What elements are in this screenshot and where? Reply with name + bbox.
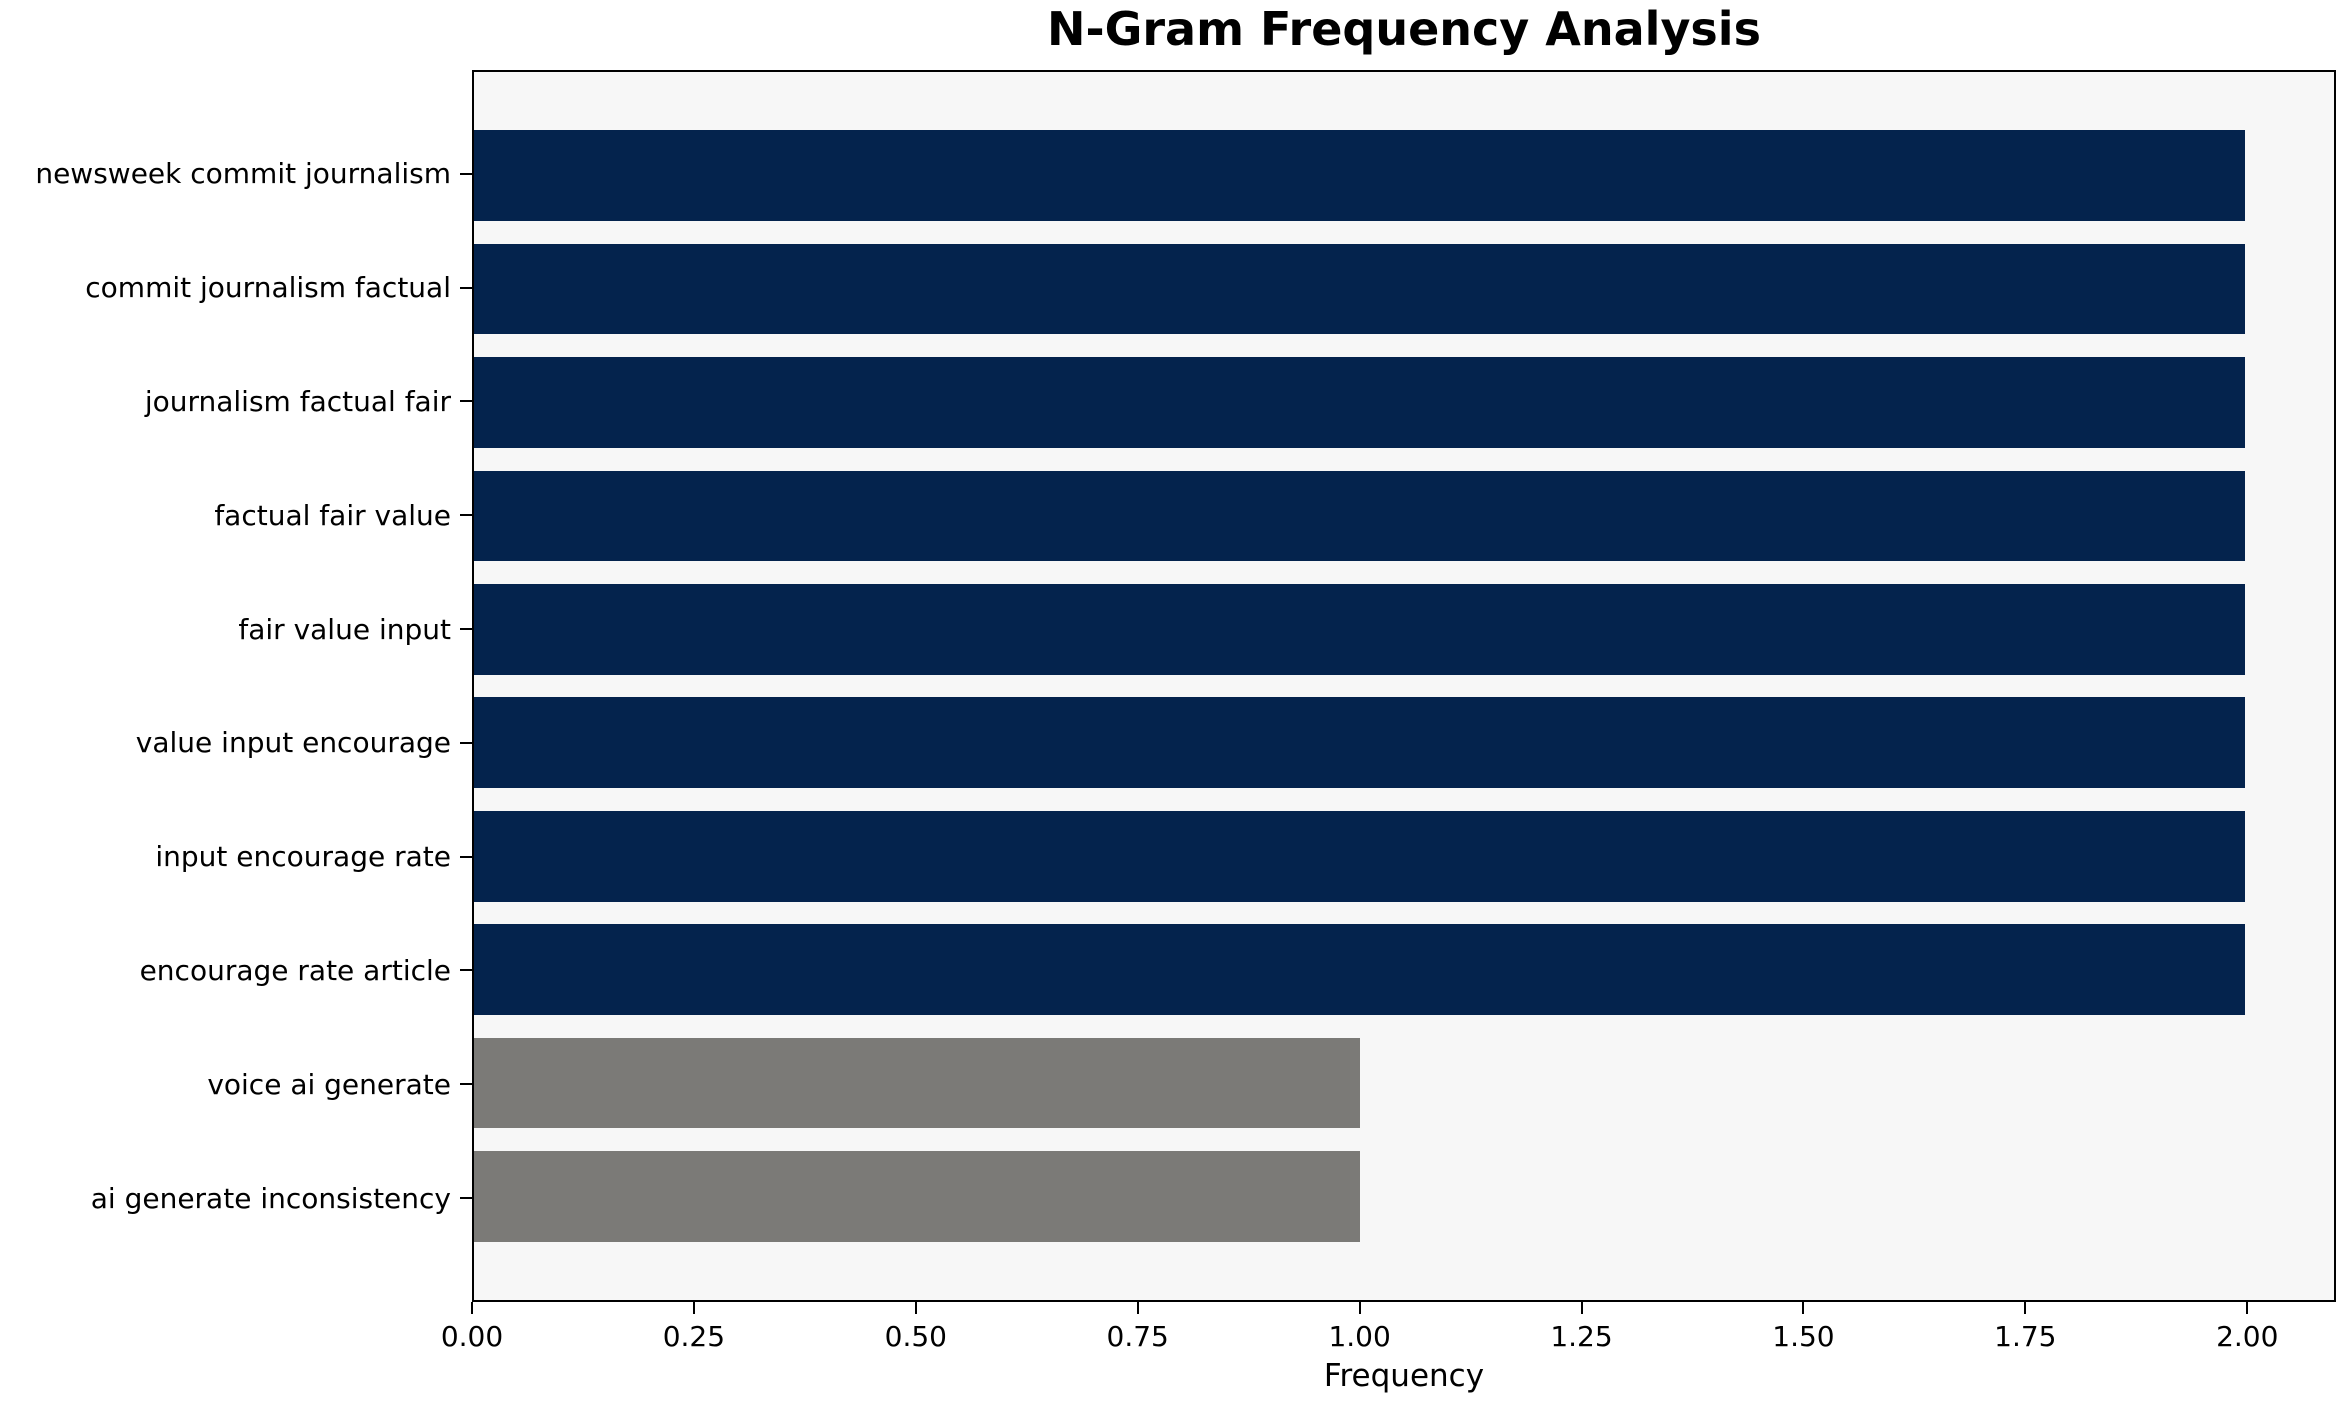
bar-1 bbox=[474, 243, 2246, 335]
bar-7 bbox=[474, 924, 2246, 1015]
bar-row bbox=[474, 913, 2334, 1026]
plot-area bbox=[472, 70, 2336, 1302]
bar-row bbox=[474, 799, 2334, 912]
bar-row bbox=[474, 232, 2334, 345]
y-label-row: newsweek commit journalism bbox=[0, 117, 472, 231]
y-label-row: journalism factual fair bbox=[0, 345, 472, 459]
x-tick-label: 1.75 bbox=[1994, 1320, 2057, 1353]
bar-3 bbox=[474, 470, 2246, 562]
x-tick-label: 1.00 bbox=[1328, 1320, 1391, 1353]
x-axis-title: Frequency bbox=[1323, 1358, 1485, 1394]
x-tick-mark: 0.25 bbox=[663, 1302, 725, 1353]
chart-title: N-Gram Frequency Analysis bbox=[1047, 2, 1761, 56]
bar-row bbox=[474, 346, 2334, 459]
x-tick-label: 1.25 bbox=[1550, 1320, 1613, 1353]
bar-0 bbox=[474, 130, 2246, 222]
y-tick-mark bbox=[460, 172, 472, 175]
y-tick-mark bbox=[460, 286, 472, 289]
y-label-row: ai generate inconsistency bbox=[0, 1141, 472, 1255]
y-label-row: value input encourage bbox=[0, 686, 472, 800]
x-tick-mark: 1.50 bbox=[1772, 1302, 1835, 1353]
bar-row bbox=[474, 573, 2334, 686]
y-tick-mark bbox=[460, 400, 472, 403]
y-tick-mark bbox=[460, 969, 472, 972]
x-tick-label: 0.75 bbox=[1106, 1320, 1169, 1353]
y-label-row: commit journalism factual bbox=[0, 231, 472, 345]
y-tick-mark bbox=[460, 514, 472, 517]
x-tick-label: 0.00 bbox=[440, 1320, 504, 1353]
y-tick-label: newsweek commit journalism bbox=[35, 157, 451, 191]
x-tick-label: 1.50 bbox=[1772, 1320, 1835, 1353]
bar-row bbox=[474, 119, 2334, 232]
y-label-row: encourage rate article bbox=[0, 914, 472, 1028]
y-tick-mark bbox=[460, 855, 472, 858]
x-tick-mark: 1.25 bbox=[1550, 1302, 1613, 1353]
y-axis-labels: newsweek commit journalism commit journal… bbox=[0, 70, 472, 1302]
y-tick-mark bbox=[460, 1083, 472, 1086]
y-label-row: factual fair value bbox=[0, 458, 472, 572]
y-label-row: voice ai generate bbox=[0, 1027, 472, 1141]
bar-5 bbox=[474, 697, 2246, 789]
y-tick-label: ai generate inconsistency bbox=[90, 1181, 451, 1215]
bar-row bbox=[474, 459, 2334, 572]
x-tick-mark: 2.00 bbox=[2216, 1302, 2278, 1353]
y-tick-label: value input encourage bbox=[135, 726, 451, 760]
x-tick-label: 2.00 bbox=[2216, 1320, 2279, 1353]
bar-row bbox=[474, 1140, 2334, 1253]
y-tick-label: commit journalism factual bbox=[85, 271, 451, 305]
x-tick-mark: 0.50 bbox=[885, 1302, 947, 1353]
bar-8 bbox=[474, 1037, 1360, 1129]
y-tick-label: journalism factual fair bbox=[144, 384, 451, 418]
x-tick-mark: 1.00 bbox=[1328, 1302, 1391, 1353]
y-tick-label: fair value input bbox=[238, 612, 451, 646]
x-tick-label: 0.25 bbox=[662, 1320, 726, 1353]
x-tick-mark: 1.75 bbox=[1994, 1302, 2057, 1353]
y-tick-mark bbox=[460, 741, 472, 744]
bar-2 bbox=[474, 357, 2246, 448]
x-tick-mark: 0.75 bbox=[1107, 1302, 1169, 1353]
y-tick-label: voice ai generate bbox=[207, 1067, 451, 1101]
bar-9 bbox=[474, 1151, 1360, 1242]
y-tick-label: input encourage rate bbox=[155, 840, 451, 874]
bar-row bbox=[474, 686, 2334, 799]
y-label-row: fair value input bbox=[0, 572, 472, 686]
y-label-row: input encourage rate bbox=[0, 800, 472, 914]
y-tick-mark bbox=[460, 628, 472, 631]
x-tick-mark: 0.00 bbox=[441, 1302, 503, 1353]
bar-6 bbox=[474, 810, 2246, 902]
y-tick-mark bbox=[460, 1197, 472, 1200]
bar-4 bbox=[474, 583, 2246, 675]
y-tick-label: encourage rate article bbox=[139, 953, 451, 987]
bar-row bbox=[474, 1026, 2334, 1139]
y-tick-label: factual fair value bbox=[214, 498, 451, 532]
x-axis: 0.00 0.25 0.50 0.75 1.00 1.25 1.50 1.75 2.00 bbox=[441, 1302, 2336, 1366]
x-tick-label: 0.50 bbox=[884, 1320, 947, 1353]
